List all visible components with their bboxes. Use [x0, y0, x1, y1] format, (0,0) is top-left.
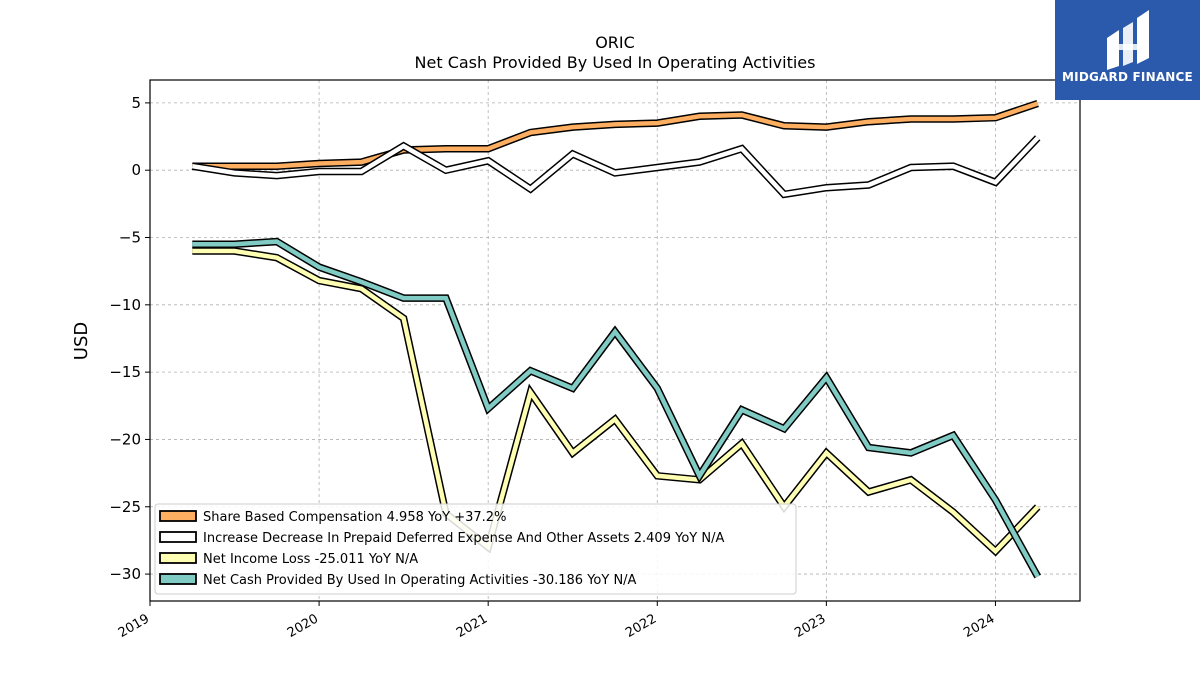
legend-label: Increase Decrease In Prepaid Deferred Ex…	[203, 531, 724, 546]
x-tick-label: 2024	[961, 611, 997, 641]
plot-frame	[149, 79, 1081, 602]
y-tick-label: −25	[109, 498, 141, 516]
y-tick-label: 5	[131, 94, 141, 112]
series-1	[191, 135, 1041, 199]
x-tick-label: 2021	[454, 611, 490, 641]
y-tick-label: −10	[109, 296, 141, 314]
series-2	[192, 247, 1041, 557]
legend-label: Share Based Compensation 4.958 YoY +37.2…	[203, 510, 506, 525]
chart-subtitle: Net Cash Provided By Used In Operating A…	[415, 53, 816, 72]
legend-entry: Net Income Loss -25.011 YoY N/A	[159, 552, 418, 567]
series-line	[192, 248, 1040, 555]
legend-swatch	[159, 552, 197, 564]
legend-label: Net Income Loss -25.011 YoY N/A	[203, 552, 418, 567]
series-line	[192, 239, 1040, 578]
legend-label: Net Cash Provided By Used In Operating A…	[203, 573, 637, 588]
legend-box	[154, 503, 797, 595]
series-3	[192, 237, 1041, 579]
x-axis-ticks: 2019 2020 2021 2022 2023 2024	[116, 601, 997, 641]
series-lines	[191, 99, 1041, 579]
x-tick-label: 2019	[116, 611, 152, 641]
series-line	[192, 101, 1039, 169]
legend: Share Based Compensation 4.958 YoY +37.2…	[154, 503, 797, 595]
legend-entry: Increase Decrease In Prepaid Deferred Ex…	[159, 531, 724, 546]
series-0	[192, 99, 1039, 170]
x-tick-label: 2022	[623, 611, 659, 641]
brand-name: MIDGARD FINANCE	[1062, 70, 1193, 84]
x-tick-label: 2020	[285, 611, 321, 641]
brand-logo-svg: MIDGARD FINANCE	[1055, 0, 1200, 100]
brand-logo: MIDGARD FINANCE	[1055, 0, 1200, 100]
y-tick-label: −15	[109, 363, 141, 381]
y-tick-label: −5	[119, 229, 141, 247]
legend-swatch	[159, 573, 197, 585]
y-tick-label: −20	[109, 430, 141, 448]
legend-swatch	[159, 531, 197, 543]
legend-entry: Share Based Compensation 4.958 YoY +37.2…	[159, 510, 506, 525]
x-tick-label: 2023	[792, 611, 828, 641]
y-tick-label: −30	[109, 565, 141, 583]
legend-swatch	[159, 510, 197, 522]
brand-mark-icon	[1107, 10, 1149, 70]
series-line	[191, 136, 1040, 197]
y-axis-label: USD	[71, 322, 92, 360]
y-axis-ticks: 5 0 −5 −10 −15 −20 −25 −30	[109, 94, 150, 583]
y-tick-label: 0	[131, 161, 141, 179]
legend-entry: Net Cash Provided By Used In Operating A…	[159, 573, 637, 588]
chart-title: ORIC	[595, 33, 635, 52]
